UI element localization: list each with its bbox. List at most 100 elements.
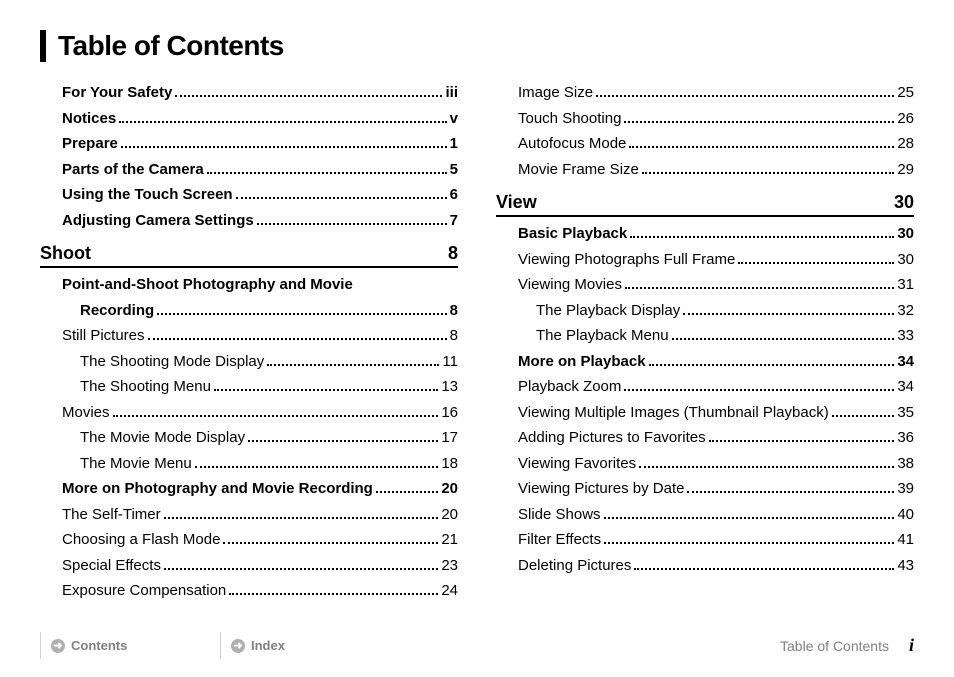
toc-label: Viewing Favorites xyxy=(518,451,636,477)
leader-dots xyxy=(832,415,895,417)
toc-entry[interactable]: Autofocus Mode28 xyxy=(496,131,914,157)
toc-page: 20 xyxy=(441,502,458,528)
toc-label: The Shooting Mode Display xyxy=(80,349,264,375)
toc-page: 38 xyxy=(897,451,914,477)
toc-entry[interactable]: The Shooting Mode Display11 xyxy=(40,349,458,375)
toc-label: The Playback Menu xyxy=(536,323,669,349)
toc-page: 7 xyxy=(450,208,458,234)
toc-entry[interactable]: Viewing Movies31 xyxy=(496,272,914,298)
leader-dots xyxy=(624,389,894,391)
toc-entry[interactable]: Viewing Photographs Full Frame 30 xyxy=(496,247,914,273)
toc-entry[interactable]: Movies16 xyxy=(40,400,458,426)
leader-dots xyxy=(248,440,438,442)
toc-entry[interactable]: Using the Touch Screen6 xyxy=(40,182,458,208)
toc-entry[interactable]: Touch Shooting26 xyxy=(496,106,914,132)
toc-entry[interactable]: The Movie Menu18 xyxy=(40,451,458,477)
leader-dots xyxy=(687,491,894,493)
toc-label: Special Effects xyxy=(62,553,161,579)
leader-dots xyxy=(738,262,894,264)
leader-dots xyxy=(207,172,447,174)
section-head-shoot[interactable]: Shoot 8 xyxy=(40,239,458,268)
toc-label: Image Size xyxy=(518,80,593,106)
leader-dots xyxy=(119,121,446,123)
toc-entry[interactable]: Adding Pictures to Favorites36 xyxy=(496,425,914,451)
page-title: Table of Contents xyxy=(40,30,914,62)
leader-dots xyxy=(164,568,438,570)
toc-entry[interactable]: Special Effects23 xyxy=(40,553,458,579)
toc-page: 28 xyxy=(897,131,914,157)
toc-label: More on Playback xyxy=(518,349,646,375)
toc-label: The Movie Mode Display xyxy=(80,425,245,451)
toc-entry[interactable]: Exposure Compensation24 xyxy=(40,578,458,604)
toc-label: Viewing Movies xyxy=(518,272,622,298)
toc-entry[interactable]: Deleting Pictures43 xyxy=(496,553,914,579)
toc-group-post: Still Pictures8The Shooting Mode Display… xyxy=(40,323,458,604)
toc-entry[interactable]: Filter Effects41 xyxy=(496,527,914,553)
page-footer: ➜ Contents ➜ Index Table of Contents i xyxy=(40,632,914,659)
toc-label: Slide Shows xyxy=(518,502,601,528)
leader-dots xyxy=(376,491,438,493)
toc-entry[interactable]: Slide Shows40 xyxy=(496,502,914,528)
toc-label: Deleting Pictures xyxy=(518,553,631,579)
toc-label: Movie Frame Size xyxy=(518,157,639,183)
toc-entry[interactable]: Viewing Pictures by Date39 xyxy=(496,476,914,502)
toc-entry[interactable]: Choosing a Flash Mode21 xyxy=(40,527,458,553)
toc-label: The Movie Menu xyxy=(80,451,192,477)
toc-entry[interactable]: Viewing Multiple Images (Thumbnail Playb… xyxy=(496,400,914,426)
toc-entry[interactable]: The Playback Menu33 xyxy=(496,323,914,349)
toc-entry[interactable]: The Playback Display32 xyxy=(496,298,914,324)
leader-dots xyxy=(257,223,447,225)
toc-entry[interactable]: The Self-Timer 20 xyxy=(40,502,458,528)
toc-page: 36 xyxy=(897,425,914,451)
toc-entry[interactable]: Playback Zoom34 xyxy=(496,374,914,400)
toc-label: Parts of the Camera xyxy=(62,157,204,183)
toc-entry[interactable]: Prepare1 xyxy=(40,131,458,157)
toc-entry[interactable]: For Your Safetyiii xyxy=(40,80,458,106)
leader-dots xyxy=(121,146,447,148)
toc-entry[interactable]: Basic Playback30 xyxy=(496,221,914,247)
toc-entry[interactable]: Still Pictures 8 xyxy=(40,323,458,349)
footer-tab-contents[interactable]: ➜ Contents xyxy=(40,632,220,659)
toc-label: Still Pictures xyxy=(62,323,145,349)
toc-page: 8 xyxy=(450,323,458,349)
leader-dots xyxy=(642,172,894,174)
leader-dots xyxy=(672,338,895,340)
toc-page: 30 xyxy=(897,247,914,273)
toc-page: v xyxy=(450,106,458,132)
toc-label: Viewing Pictures by Date xyxy=(518,476,684,502)
toc-entry-continuation[interactable]: Recording 8 xyxy=(40,298,458,324)
toc-page: 1 xyxy=(450,131,458,157)
toc-label: Viewing Photographs Full Frame xyxy=(518,247,735,273)
toc-column-left: For Your SafetyiiiNoticesvPrepare1Parts … xyxy=(40,80,458,604)
toc-entry[interactable]: Noticesv xyxy=(40,106,458,132)
footer-tab-label: Contents xyxy=(71,638,127,653)
toc-group-post: Basic Playback30Viewing Photographs Full… xyxy=(496,221,914,578)
toc-entry[interactable]: The Movie Mode Display17 xyxy=(40,425,458,451)
leader-dots xyxy=(629,146,894,148)
toc-entry[interactable]: Viewing Favorites 38 xyxy=(496,451,914,477)
toc-entry[interactable]: Adjusting Camera Settings7 xyxy=(40,208,458,234)
toc-page: 13 xyxy=(441,374,458,400)
toc-entry[interactable]: Movie Frame Size29 xyxy=(496,157,914,183)
toc-label: The Self-Timer xyxy=(62,502,161,528)
toc-column-right: Image Size25Touch Shooting26Autofocus Mo… xyxy=(496,80,914,604)
section-title: View xyxy=(496,192,537,213)
toc-entry[interactable]: The Shooting Menu13 xyxy=(40,374,458,400)
toc-entry[interactable]: Image Size25 xyxy=(496,80,914,106)
toc-label: Point-and-Shoot Photography and Movie xyxy=(62,272,353,298)
toc-entry[interactable]: More on Photography and Movie Recording2… xyxy=(40,476,458,502)
toc-label: Exposure Compensation xyxy=(62,578,226,604)
footer-tab-index[interactable]: ➜ Index xyxy=(220,632,400,659)
section-title: Shoot xyxy=(40,243,91,264)
leader-dots xyxy=(267,364,439,366)
arrow-right-icon: ➜ xyxy=(231,639,245,653)
toc-entry[interactable]: Parts of the Camera 5 xyxy=(40,157,458,183)
toc-page: 5 xyxy=(450,157,458,183)
section-page: 30 xyxy=(894,192,914,213)
toc-entry[interactable]: More on Playback 34 xyxy=(496,349,914,375)
toc-group-pre: For Your SafetyiiiNoticesvPrepare1Parts … xyxy=(40,80,458,233)
toc-page: 34 xyxy=(897,349,914,375)
toc-entry[interactable]: Point-and-Shoot Photography and Movie xyxy=(40,272,458,298)
toc-label: More on Photography and Movie Recording xyxy=(62,476,373,502)
section-head-view[interactable]: View 30 xyxy=(496,188,914,217)
